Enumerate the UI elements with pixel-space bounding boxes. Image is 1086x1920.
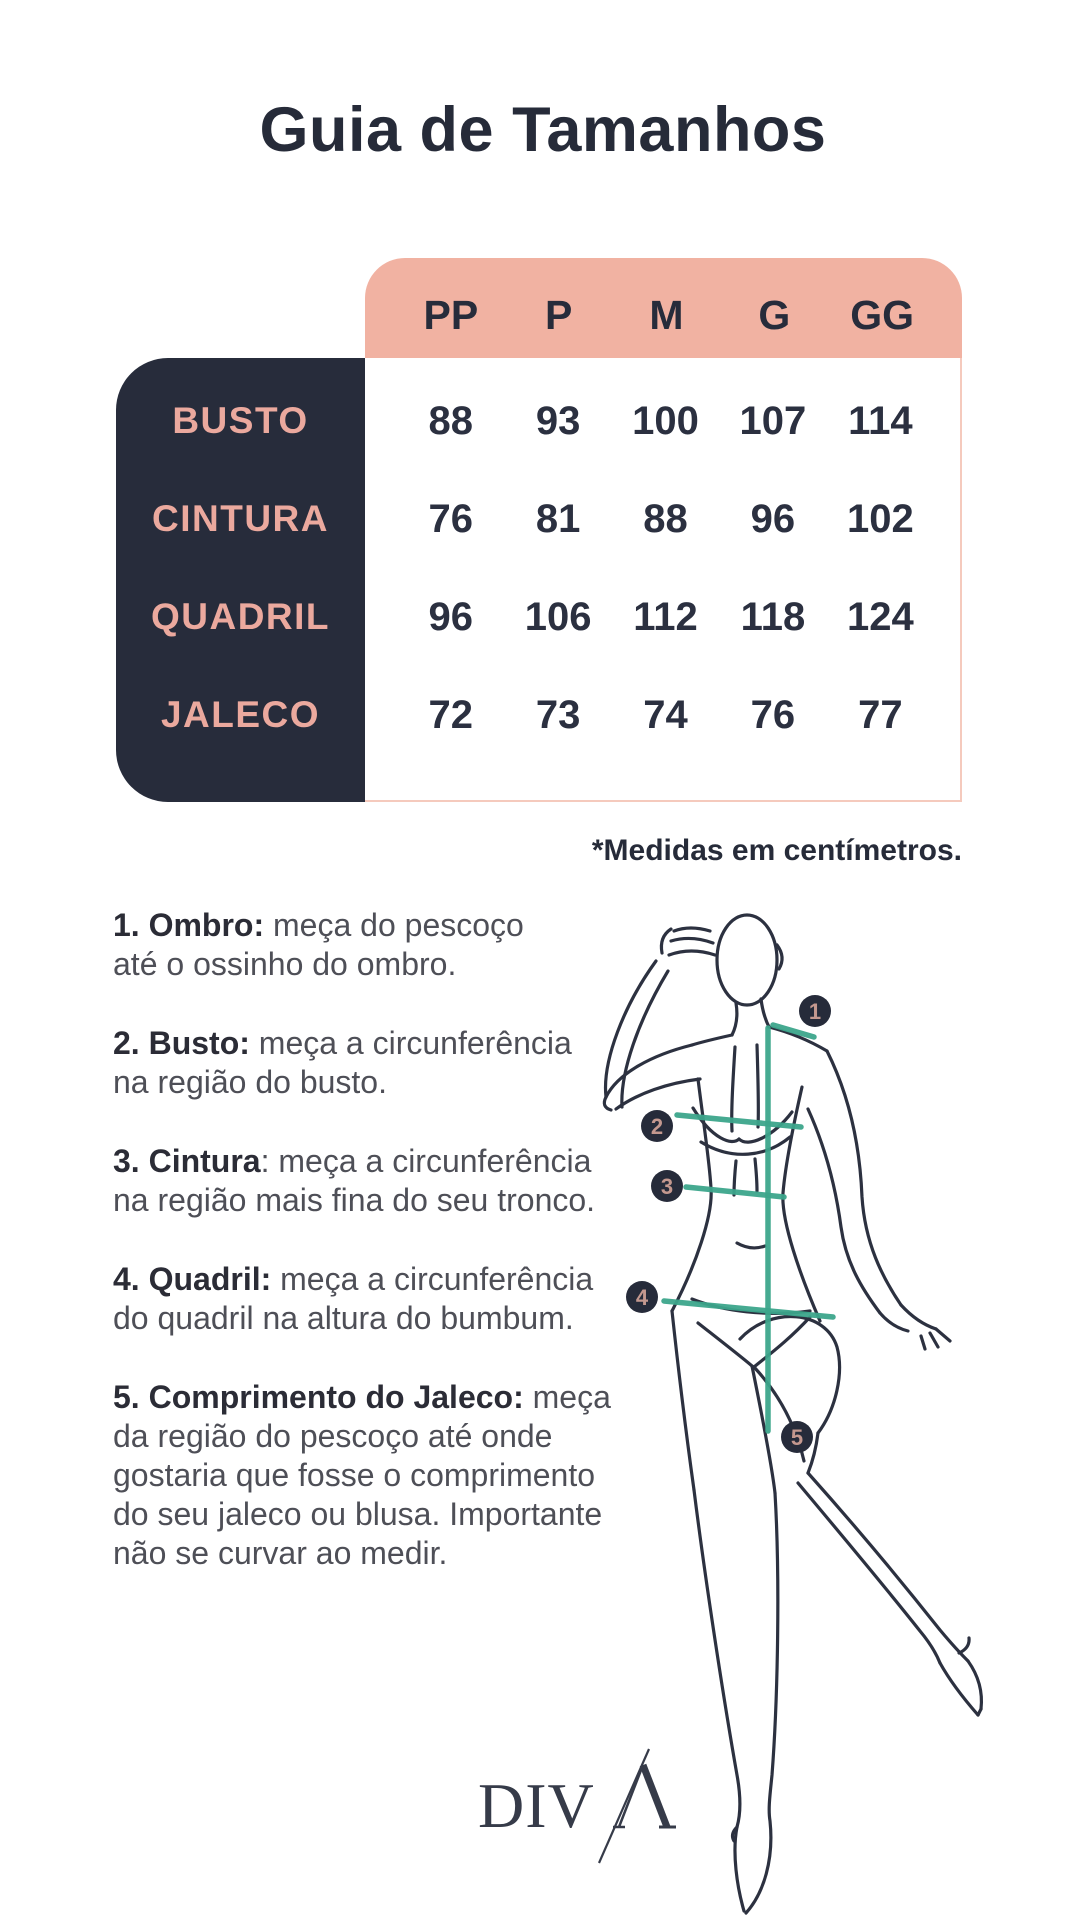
- value-cell: 93: [535, 398, 581, 443]
- marker-number: 3: [661, 1174, 673, 1199]
- marker-1-ombro: 1: [799, 995, 831, 1027]
- body-measurement-figure: 1 2 3 4 5: [602, 913, 984, 1915]
- size-table-row-labels: BUSTO CINTURA QUADRIL JALECO: [116, 358, 365, 802]
- size-column-m: M: [649, 291, 684, 338]
- marker-5-comprimento: 5: [781, 1421, 813, 1453]
- instruction-quadril: 4. Quadril: meça a circunferência do qua…: [113, 1260, 713, 1338]
- size-column-pp: PP: [423, 291, 479, 338]
- hip-measure-line: [661, 1298, 836, 1320]
- table-row: 76 81 88 96 102: [397, 470, 934, 568]
- figure-head: [715, 913, 779, 1007]
- instruction-text: meça do pescoço até o ossinho do ombro.: [113, 907, 524, 982]
- value-cell: 102: [846, 496, 914, 541]
- value-cell: 106: [524, 594, 592, 639]
- row-label-cintura: CINTURA: [152, 498, 329, 539]
- page-title: Guia de Tamanhos: [259, 95, 827, 165]
- value-cell: 88: [428, 398, 473, 443]
- shoulder-measure-line: [770, 1022, 817, 1040]
- marker-circle: [781, 1421, 813, 1453]
- marker-4-quadril: 4: [626, 1281, 658, 1313]
- value-cell: 74: [643, 692, 688, 737]
- marker-circle: [651, 1170, 683, 1202]
- value-cell: 96: [750, 496, 796, 541]
- waist-measure-line: [683, 1184, 787, 1200]
- row-label-quadril: QUADRIL: [150, 596, 331, 637]
- marker-circle: [641, 1110, 673, 1142]
- logo-slash: [597, 1748, 651, 1864]
- instruction-label: 2. Busto:: [113, 1025, 250, 1061]
- table-row: 96 106 112 118 124: [397, 568, 934, 666]
- instruction-label: 5. Comprimento do Jaleco:: [113, 1379, 524, 1415]
- value-cell: 81: [535, 496, 581, 541]
- marker-number: 4: [636, 1285, 649, 1310]
- value-cell: 124: [846, 594, 914, 639]
- measurement-lines: [661, 1022, 836, 1434]
- instruction-label: 4. Quadril:: [113, 1261, 272, 1297]
- size-column-g: G: [758, 291, 791, 338]
- instruction-cintura: 3. Cintura: meça a circunferência na reg…: [113, 1142, 713, 1220]
- figure-sketch: [602, 913, 984, 1915]
- logo-text: DIV: [478, 1770, 595, 1841]
- value-cell: 112: [633, 594, 698, 639]
- instruction-text: : meça a circunferência na região mais f…: [113, 1143, 596, 1218]
- value-cell: 76: [750, 692, 796, 737]
- value-cell: 76: [428, 496, 473, 541]
- table-row: 88 93 100 107 114: [397, 372, 934, 470]
- value-cell: 88: [643, 496, 688, 541]
- instruction-label: 3. Cintura: [113, 1143, 261, 1179]
- value-cell: 77: [858, 692, 903, 737]
- marker-3-cintura: 3: [651, 1170, 683, 1202]
- size-column-p: P: [545, 291, 573, 338]
- marker-circle: [626, 1281, 658, 1313]
- instruction-busto: 2. Busto: meça a circunferência na regiã…: [113, 1024, 713, 1102]
- value-cell: 107: [739, 398, 807, 443]
- marker-2-busto: 2: [641, 1110, 673, 1142]
- marker-number: 5: [791, 1425, 803, 1450]
- logo-letter-a: [597, 1748, 676, 1864]
- value-cell: 118: [740, 594, 806, 639]
- instruction-text: meça da região do pescoço até onde gosta…: [113, 1379, 611, 1571]
- instruction-text: meça a circunferência do quadril na altu…: [113, 1261, 594, 1336]
- instruction-text: meça a circunferência na região do busto…: [113, 1025, 572, 1100]
- marker-circle: [799, 995, 831, 1027]
- instruction-ombro: 1. Ombro: meça do pescoço até o ossinho …: [113, 906, 713, 984]
- value-cell: 73: [535, 692, 581, 737]
- value-cell: 72: [428, 692, 473, 737]
- size-table-header: PP P M G GG: [365, 258, 962, 358]
- value-cell: 114: [848, 398, 913, 443]
- brand-logo: DIV: [478, 1748, 676, 1864]
- instruction-label: 1. Ombro:: [113, 907, 265, 943]
- value-cell: 96: [428, 594, 473, 639]
- row-label-busto: BUSTO: [172, 400, 309, 441]
- value-cell: 100: [632, 398, 699, 443]
- measuring-instructions: 1. Ombro: meça do pescoço até o ossinho …: [113, 906, 713, 1613]
- size-column-gg: GG: [850, 291, 914, 338]
- table-row: 72 73 74 76 77: [397, 666, 934, 764]
- size-table-values: 88 93 100 107 114 76 81 88 96 102 96 106…: [365, 358, 962, 802]
- instruction-jaleco: 5. Comprimento do Jaleco: meça da região…: [113, 1378, 713, 1573]
- marker-number: 1: [809, 999, 821, 1024]
- row-label-jaleco: JALECO: [160, 694, 321, 735]
- bust-measure-line: [674, 1112, 804, 1130]
- units-note: *Medidas em centímetros.: [591, 834, 962, 867]
- marker-number: 2: [651, 1114, 663, 1139]
